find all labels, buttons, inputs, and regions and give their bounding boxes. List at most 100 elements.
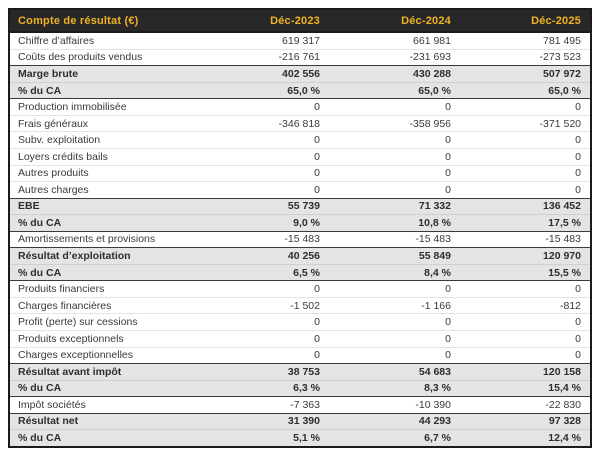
row-value: 661 981	[329, 32, 460, 50]
row-label: Produits exceptionnels	[9, 329, 198, 348]
row-value: 0	[460, 98, 591, 116]
row-value: 65,0 %	[460, 81, 591, 99]
table-title: Compte de résultat (€)	[9, 9, 198, 33]
row-label: Marge brute	[9, 65, 198, 83]
row-label: Charges exceptionnelles	[9, 346, 198, 364]
row-label: Production immobilisée	[9, 98, 198, 116]
row-value: 15,4 %	[460, 379, 591, 397]
row-value: 0	[460, 164, 591, 182]
table-row: Charges exceptionnelles 0 0 0	[9, 346, 591, 364]
row-value: 0	[198, 181, 329, 199]
row-value: 0	[198, 280, 329, 298]
table-row: Frais généraux -346 818 -358 956 -371 520	[9, 114, 591, 132]
column-header-dec-2025: Déc-2025	[460, 9, 591, 33]
table-row: Subv. exploitation 0 0 0	[9, 131, 591, 149]
row-value: 0	[198, 346, 329, 364]
row-value: 0	[329, 346, 460, 364]
subtotal-row: Résultat avant impôt 38 753 54 683 120 158	[9, 363, 591, 381]
row-value: 0	[460, 147, 591, 165]
row-value: 120 158	[460, 363, 591, 381]
subtotal-row: Résultat net 31 390 44 293 97 328	[9, 412, 591, 430]
row-label: Produits financiers	[9, 280, 198, 298]
row-value: 15,5 %	[460, 263, 591, 281]
subtotal-row: % du CA 6,3 % 8,3 % 15,4 %	[9, 379, 591, 397]
row-value: 120 970	[460, 247, 591, 265]
row-label: Subv. exploitation	[9, 131, 198, 149]
table-row: Amortissements et provisions -15 483 -15 4…	[9, 230, 591, 248]
table-header-row: Compte de résultat (€) Déc-2023 Déc-2024…	[9, 9, 591, 33]
row-label: Frais généraux	[9, 114, 198, 132]
row-value: 0	[460, 181, 591, 199]
row-value: 65,0 %	[329, 81, 460, 99]
row-value: 136 452	[460, 197, 591, 215]
row-value: 0	[460, 280, 591, 298]
row-value: 71 332	[329, 197, 460, 215]
table-row: Autres charges 0 0 0	[9, 181, 591, 199]
row-value: -15 483	[198, 230, 329, 248]
column-header-dec-2023: Déc-2023	[198, 9, 329, 33]
row-value: -15 483	[460, 230, 591, 248]
row-label: Charges financières	[9, 296, 198, 314]
row-label: Profit (perte) sur cessions	[9, 313, 198, 331]
row-value: -371 520	[460, 114, 591, 132]
row-label: Loyers crédits bails	[9, 147, 198, 165]
row-value: 781 495	[460, 32, 591, 50]
row-label: % du CA	[9, 429, 198, 447]
column-header-dec-2024: Déc-2024	[329, 9, 460, 33]
subtotal-row: % du CA 9,0 % 10,8 % 17,5 %	[9, 214, 591, 232]
row-value: -231 693	[329, 48, 460, 66]
row-value: 0	[460, 313, 591, 331]
row-value: 10,8 %	[329, 214, 460, 232]
table-row: Profit (perte) sur cessions 0 0 0	[9, 313, 591, 331]
row-value: 0	[329, 181, 460, 199]
row-value: 0	[198, 329, 329, 348]
row-label: Résultat avant impôt	[9, 363, 198, 381]
row-label: Résultat net	[9, 412, 198, 430]
row-value: -1 502	[198, 296, 329, 314]
row-value: 8,4 %	[329, 263, 460, 281]
subtotal-row: Résultat d’exploitation 40 256 55 849 120 9…	[9, 247, 591, 265]
row-value: 0	[329, 313, 460, 331]
subtotal-row: % du CA 5,1 % 6,7 % 12,4 %	[9, 429, 591, 447]
row-value: 40 256	[198, 247, 329, 265]
row-value: -22 830	[460, 396, 591, 414]
subtotal-row: EBE 55 739 71 332 136 452	[9, 197, 591, 215]
table-row: Charges financières -1 502 -1 166 -812	[9, 296, 591, 314]
row-value: 38 753	[198, 363, 329, 381]
table-body: Chiffre d’affaires 619 317 661 981 781 495 C…	[9, 32, 591, 447]
row-value: 0	[329, 98, 460, 116]
row-value: -7 363	[198, 396, 329, 414]
row-value: -346 818	[198, 114, 329, 132]
row-value: -358 956	[329, 114, 460, 132]
row-label: EBE	[9, 197, 198, 215]
table-row: Loyers crédits bails 0 0 0	[9, 147, 591, 165]
row-label: Résultat d’exploitation	[9, 247, 198, 265]
row-label: % du CA	[9, 81, 198, 99]
row-value: -273 523	[460, 48, 591, 66]
row-value: 619 317	[198, 32, 329, 50]
row-value: 97 328	[460, 412, 591, 430]
row-value: 55 739	[198, 197, 329, 215]
row-value: -1 166	[329, 296, 460, 314]
row-label: Autres charges	[9, 181, 198, 199]
row-label: % du CA	[9, 214, 198, 232]
subtotal-row: % du CA 65,0 % 65,0 % 65,0 %	[9, 81, 591, 99]
row-value: 6,3 %	[198, 379, 329, 397]
table-row: Autres produits 0 0 0	[9, 164, 591, 182]
row-value: 0	[329, 131, 460, 149]
row-value: 31 390	[198, 412, 329, 430]
row-value: 0	[198, 164, 329, 182]
row-value: -812	[460, 296, 591, 314]
table-row: Produits exceptionnels 0 0 0	[9, 329, 591, 348]
row-label: Impôt sociétés	[9, 396, 198, 414]
table-row: Produits financiers 0 0 0	[9, 280, 591, 298]
row-value: 0	[198, 147, 329, 165]
subtotal-row: Marge brute 402 556 430 288 507 972	[9, 65, 591, 83]
table-row: Impôt sociétés -7 363 -10 390 -22 830	[9, 396, 591, 414]
row-label: Amortissements et provisions	[9, 230, 198, 248]
row-label: Coûts des produits vendus	[9, 48, 198, 66]
row-value: -216 761	[198, 48, 329, 66]
subtotal-row: % du CA 6,5 % 8,4 % 15,5 %	[9, 263, 591, 281]
row-label: % du CA	[9, 379, 198, 397]
